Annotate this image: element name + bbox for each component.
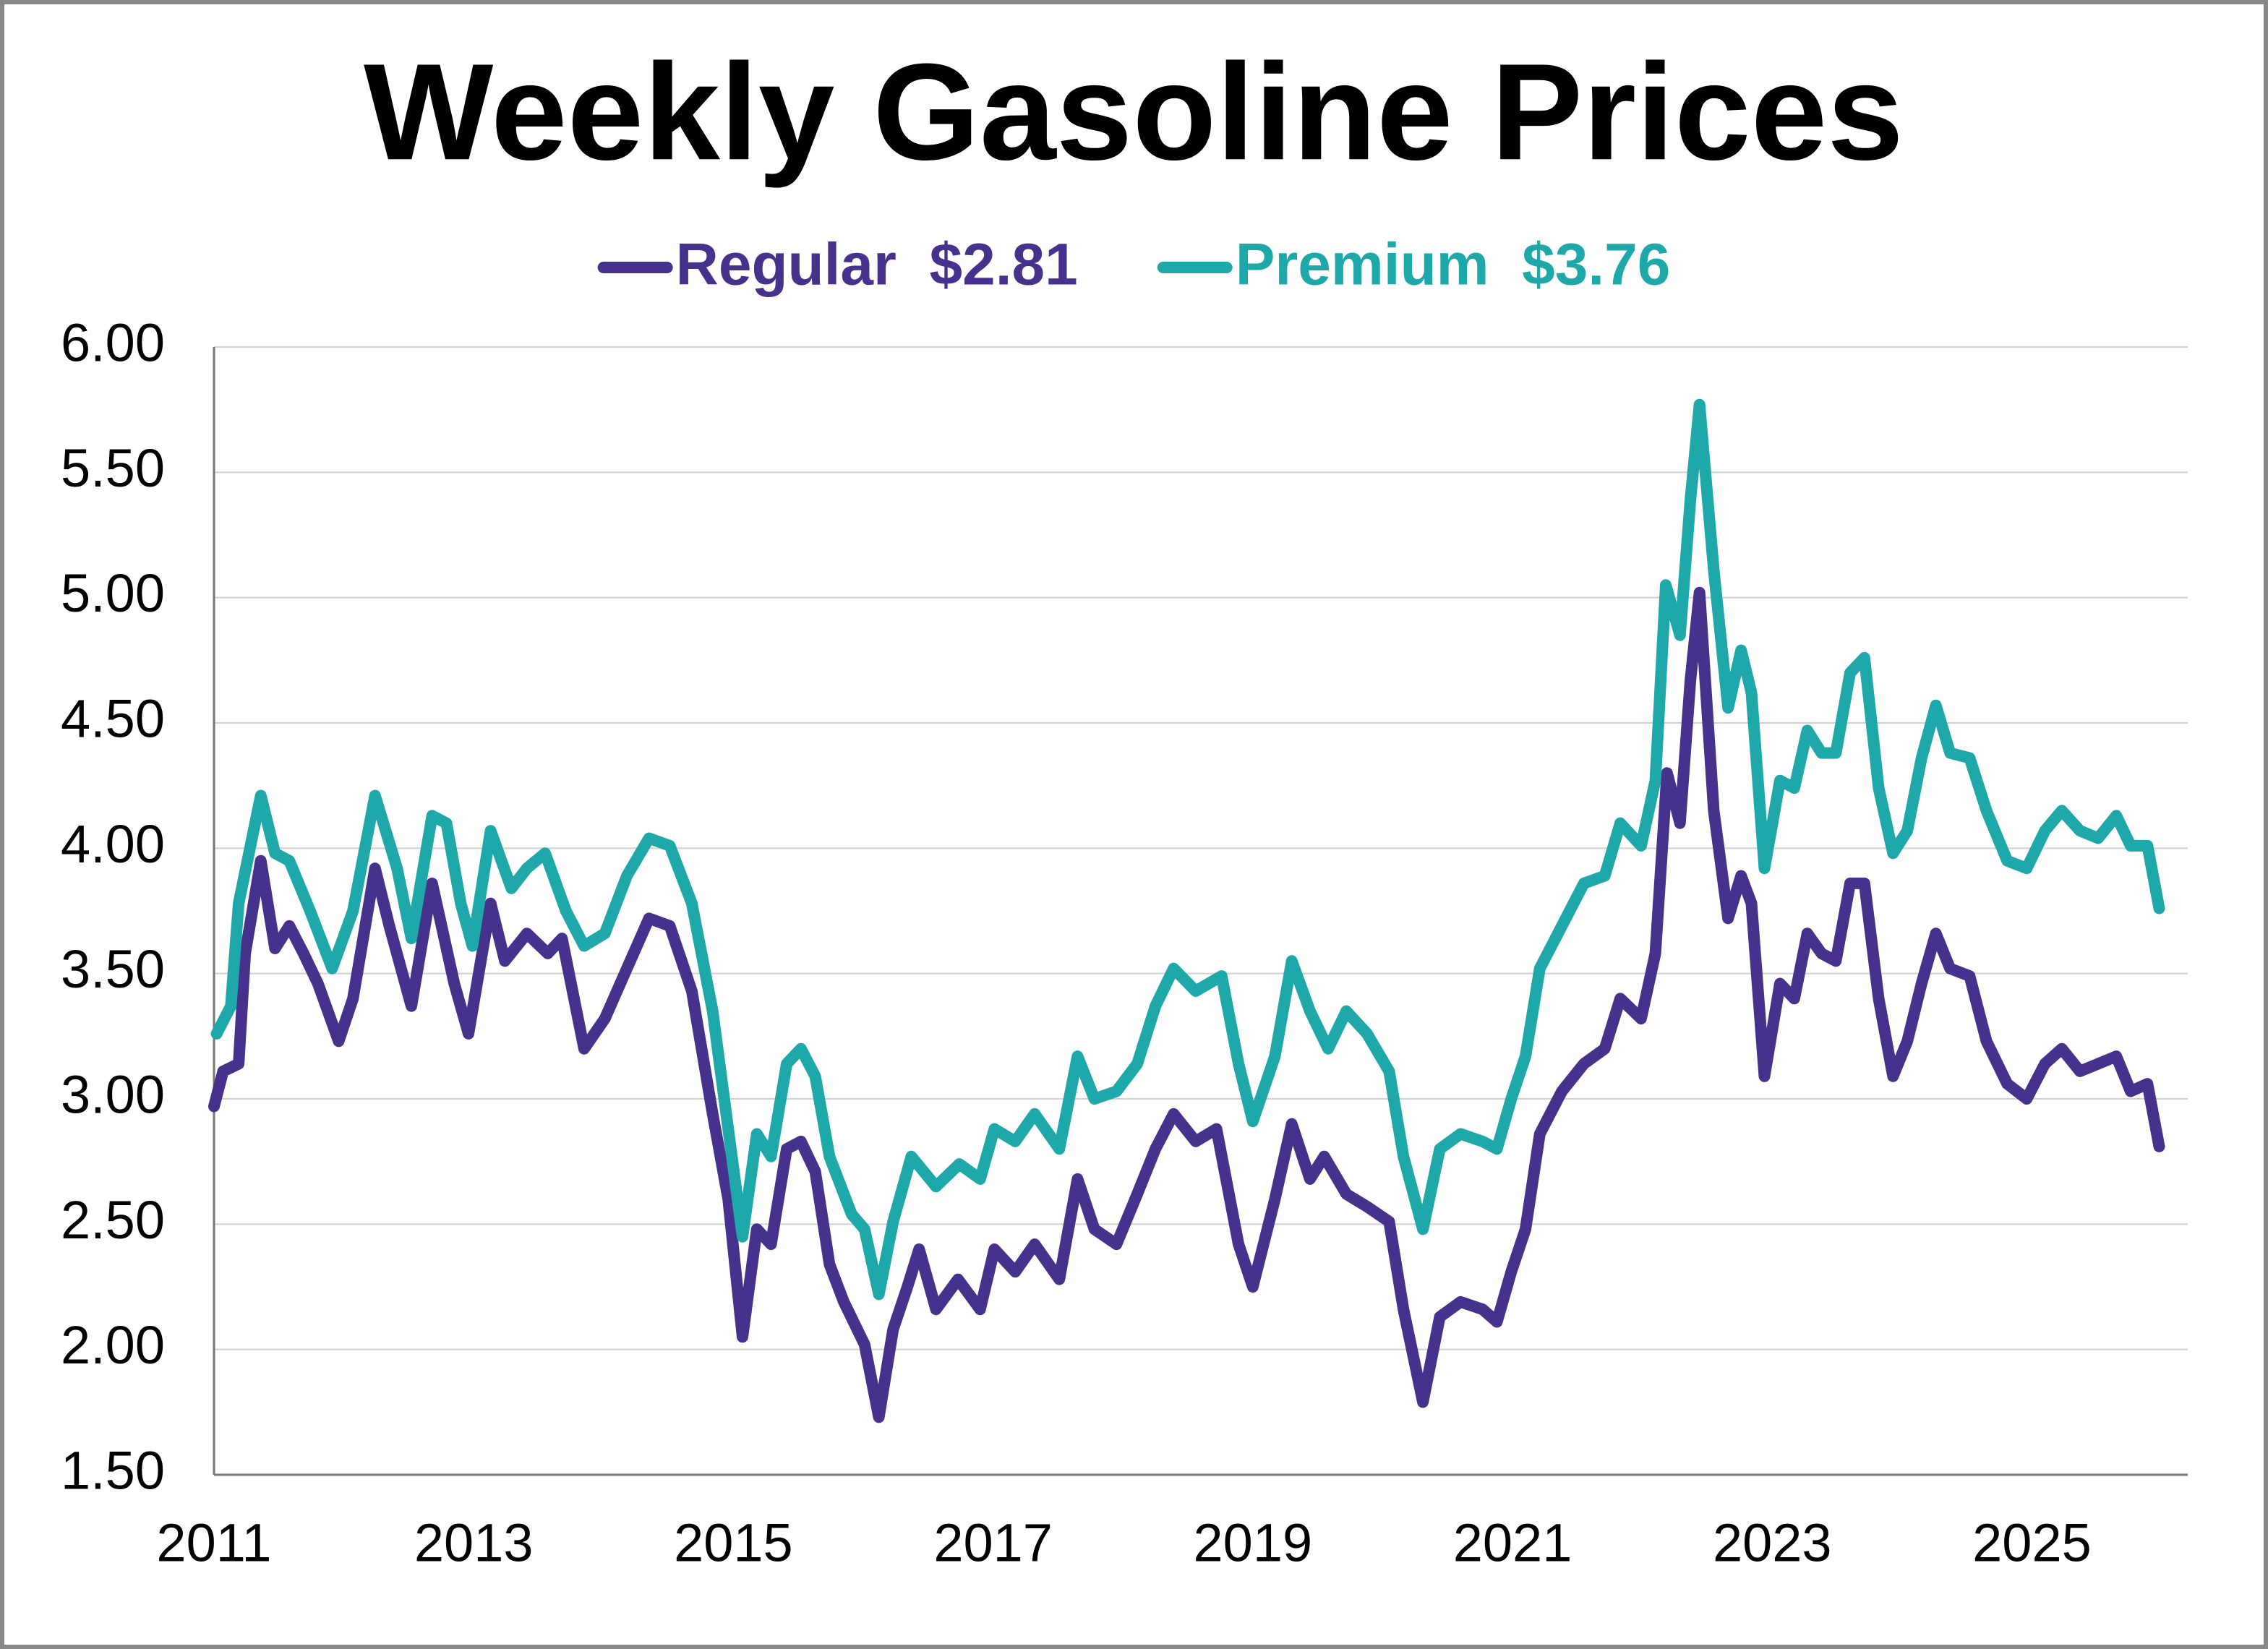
series-line — [210, 398, 2165, 1301]
y-tick-label: 2.00 — [61, 1315, 165, 1375]
y-tick-label: 4.00 — [61, 814, 165, 874]
x-tick-label: 2023 — [1713, 1513, 1832, 1573]
legend-label: Regular $2.81 — [676, 232, 1078, 298]
y-tick-label: 3.00 — [61, 1065, 165, 1125]
x-tick-label: 2025 — [1972, 1513, 2092, 1573]
chart-title: Weekly Gasoline Prices — [364, 35, 1904, 189]
y-tick-label: 5.50 — [61, 438, 165, 498]
y-tick-label: 5.00 — [61, 563, 165, 623]
y-tick-label: 4.50 — [61, 689, 165, 749]
y-tick-label: 1.50 — [61, 1441, 165, 1501]
x-tick-label: 2019 — [1194, 1513, 1313, 1573]
series-line — [208, 586, 2165, 1423]
legend-label: Premium $3.76 — [1236, 232, 1671, 298]
x-tick-label: 2011 — [156, 1513, 271, 1573]
x-tick-label: 2021 — [1453, 1513, 1572, 1573]
y-tick-label: 3.50 — [61, 939, 165, 999]
y-tick-label: 6.00 — [61, 313, 165, 373]
y-tick-label: 2.50 — [61, 1190, 165, 1250]
x-tick-label: 2017 — [933, 1513, 1053, 1573]
x-tick-label: 2015 — [674, 1513, 793, 1573]
x-tick-label: 2013 — [414, 1513, 534, 1573]
